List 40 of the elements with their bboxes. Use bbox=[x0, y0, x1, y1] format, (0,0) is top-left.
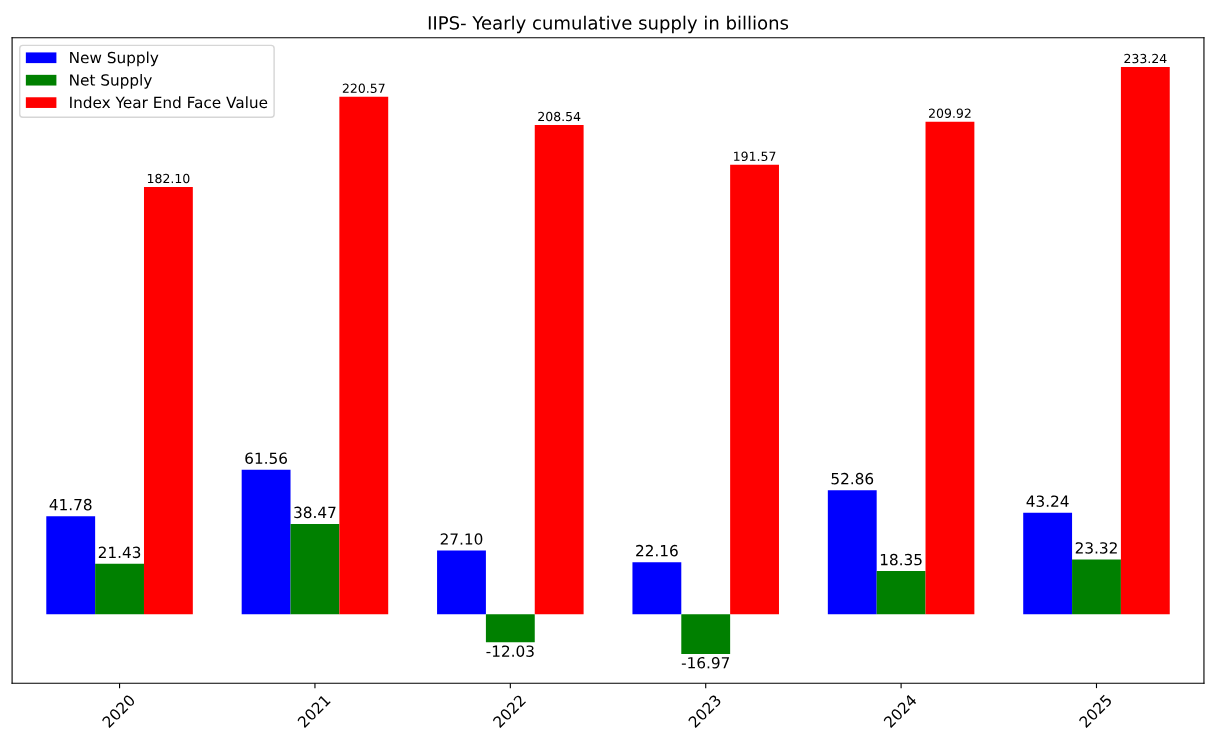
chart-title: IIPS- Yearly cumulative supply in billions bbox=[428, 15, 789, 34]
data-label: 43.24 bbox=[1026, 495, 1069, 507]
legend-label: Net Supply bbox=[70, 73, 152, 89]
data-label: 61.56 bbox=[245, 452, 288, 465]
data-label: 220.57 bbox=[342, 83, 385, 93]
legend-label: Index Year End Face Value bbox=[70, 96, 268, 109]
data-label: 208.54 bbox=[538, 111, 581, 122]
data-label: -16.97 bbox=[681, 656, 730, 669]
bar bbox=[290, 523, 340, 615]
data-label: 38.47 bbox=[294, 506, 336, 519]
bar bbox=[143, 187, 193, 615]
bar bbox=[339, 96, 389, 615]
bar bbox=[1072, 559, 1121, 615]
data-label: 22.16 bbox=[636, 544, 678, 557]
bar bbox=[241, 469, 291, 615]
bar bbox=[485, 614, 535, 643]
bar bbox=[437, 550, 486, 615]
data-label: 41.78 bbox=[49, 498, 92, 511]
bar bbox=[534, 125, 584, 615]
bar bbox=[95, 563, 144, 615]
data-label: -12.03 bbox=[486, 645, 534, 657]
data-label: 21.43 bbox=[98, 546, 141, 559]
bar bbox=[730, 164, 779, 615]
bar bbox=[925, 121, 975, 615]
bar bbox=[681, 614, 731, 654]
data-label: 209.92 bbox=[929, 108, 971, 118]
data-label: 191.57 bbox=[734, 151, 776, 162]
data-label: 27.10 bbox=[440, 533, 483, 545]
bar bbox=[46, 516, 96, 615]
data-label: 52.86 bbox=[831, 472, 874, 485]
legend-label: New Supply bbox=[70, 51, 159, 67]
data-label: 182.10 bbox=[147, 173, 190, 184]
data-label: 233.24 bbox=[1124, 53, 1167, 64]
bar bbox=[1023, 512, 1073, 615]
bar bbox=[827, 490, 877, 615]
bar bbox=[632, 562, 682, 615]
bar bbox=[1120, 67, 1170, 615]
bar bbox=[876, 571, 926, 615]
data-label: 23.32 bbox=[1075, 542, 1117, 554]
data-label: 18.35 bbox=[880, 553, 922, 566]
